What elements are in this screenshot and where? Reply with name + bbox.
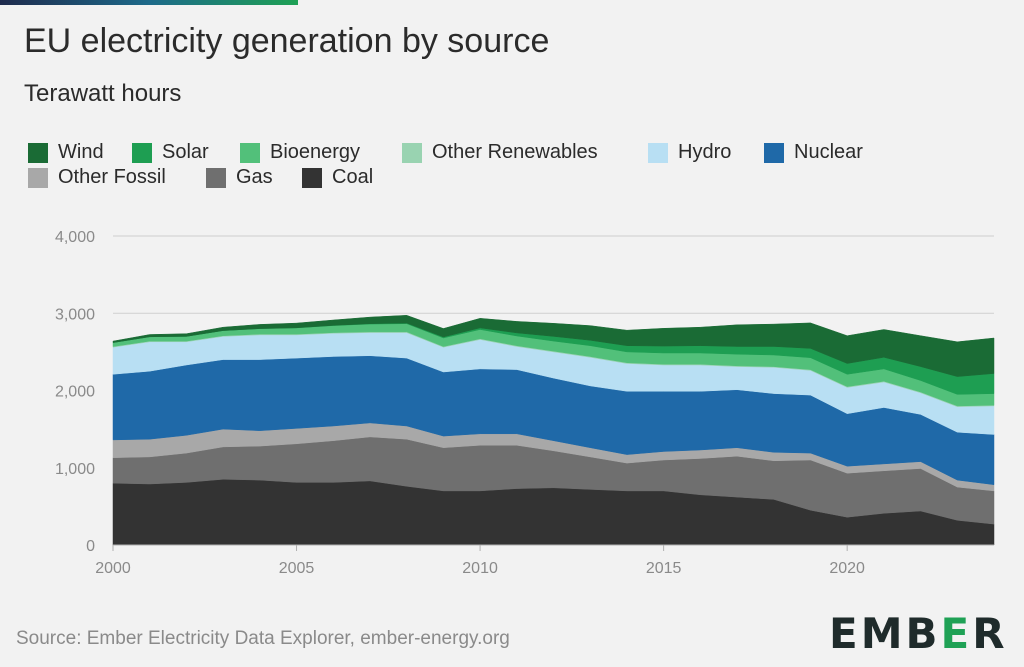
legend-label-gas: Gas (236, 166, 273, 188)
legend-swatch-gas (206, 167, 226, 188)
legend-swatch-wind (28, 142, 48, 163)
chart-subtitle: Terawatt hours (24, 80, 182, 107)
legend: Wind Solar Bioenergy Other Renewables Hy… (28, 140, 928, 190)
legend-swatch-nuclear (764, 142, 784, 163)
legend-item-other-renewables: Other Renewables (402, 141, 648, 164)
legend-item-nuclear: Nuclear (764, 141, 863, 164)
ember-logo: EMBER (829, 612, 1009, 656)
legend-swatch-coal (302, 167, 322, 188)
legend-label-solar: Solar (162, 141, 209, 163)
x-tick-label: 2020 (829, 560, 865, 575)
area-wind (112, 315, 995, 377)
legend-item-other-fossil: Other Fossil (28, 166, 206, 189)
legend-item-hydro: Hydro (648, 141, 764, 164)
y-tick-label: 1,000 (55, 461, 95, 478)
legend-label-coal: Coal (332, 166, 374, 188)
x-tick-label: 2000 (95, 560, 131, 575)
legend-swatch-solar (132, 142, 152, 163)
legend-row-2: Other Fossil Gas Coal (28, 165, 928, 190)
logo-text-accent: E (940, 609, 973, 658)
legend-label-nuclear: Nuclear (794, 141, 863, 163)
legend-label-other-renewables: Other Renewables (432, 141, 598, 163)
chart-title: EU electricity generation by source (24, 22, 550, 60)
stacked-area-chart: 0 1,000 2,000 3,000 4,000 2000 2005 2010 2015 202… (55, 229, 995, 575)
legend-swatch-bioenergy (240, 142, 260, 163)
source-note: Source: Ember Electricity Data Explorer,… (16, 628, 510, 649)
legend-item-coal: Coal (302, 166, 373, 189)
y-tick-label: 4,000 (55, 229, 95, 246)
x-tick-label: 2015 (646, 560, 682, 575)
legend-label-hydro: Hydro (678, 141, 732, 163)
x-tick-label: 2005 (279, 560, 315, 575)
legend-item-solar: Solar (132, 141, 240, 164)
legend-label-bioenergy: Bioenergy (270, 141, 361, 163)
legend-swatch-other-fossil (28, 167, 48, 188)
legend-item-gas: Gas (206, 166, 302, 189)
legend-label-other-fossil: Other Fossil (58, 166, 166, 188)
legend-row-1: Wind Solar Bioenergy Other Renewables Hy… (28, 140, 928, 165)
brand-accent-bar (0, 0, 298, 5)
y-tick-label: 0 (86, 538, 95, 555)
legend-swatch-other-renewables (402, 142, 422, 163)
logo-text-start: EMB (829, 609, 941, 658)
x-tick-label: 2010 (462, 560, 498, 575)
y-tick-label: 3,000 (55, 306, 95, 323)
legend-item-wind: Wind (28, 141, 132, 164)
logo-text-end: R (972, 609, 1008, 658)
legend-item-bioenergy: Bioenergy (240, 141, 402, 164)
legend-swatch-hydro (648, 142, 668, 163)
y-tick-label: 2,000 (55, 384, 95, 401)
legend-label-wind: Wind (58, 141, 104, 163)
